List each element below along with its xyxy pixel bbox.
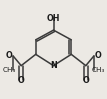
Text: OH: OH <box>47 13 60 22</box>
Text: CH₃: CH₃ <box>2 67 16 73</box>
Text: CH₃: CH₃ <box>91 67 105 73</box>
Text: N: N <box>50 61 57 70</box>
Text: O: O <box>82 76 89 85</box>
Text: O: O <box>6 51 13 60</box>
Text: O: O <box>18 76 25 85</box>
Text: O: O <box>94 51 101 60</box>
